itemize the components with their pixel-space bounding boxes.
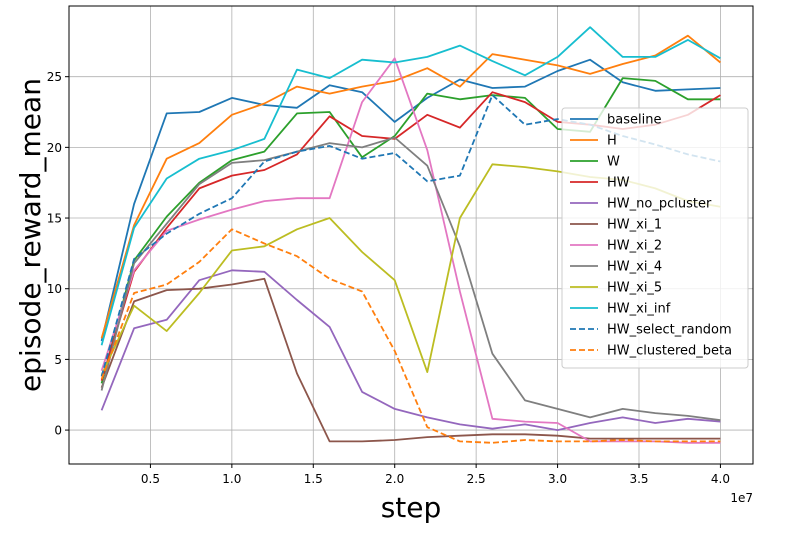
legend-label: W [607, 155, 620, 170]
x-tick-label: 2.0 [385, 472, 404, 486]
x-tick-label: 0.5 [141, 472, 160, 486]
y-tick-label: 10 [47, 282, 62, 296]
legend-label: baseline [607, 113, 661, 128]
y-axis-title: episode_reward_mean [14, 78, 47, 392]
x-tick-label: 3.0 [548, 472, 567, 486]
x-offset-label: 1e7 [730, 491, 753, 505]
x-tick-label: 3.5 [629, 472, 648, 486]
series-line-h [100, 34, 721, 339]
series-line-hw-xi-1 [100, 277, 721, 443]
series-line-hw-xi-2 [100, 57, 721, 444]
y-tick-label: 20 [47, 141, 62, 155]
legend: baseline HW HW HW_no_pcluster HW_xi_1 HW_xi_2… [561, 107, 749, 369]
legend-label: HW_xi_inf [607, 302, 671, 317]
x-tick-label: 2.5 [467, 472, 486, 486]
legend-label: HW_xi_4 [607, 260, 662, 275]
x-tick-label: 1.0 [222, 472, 241, 486]
series-line-baseline [100, 58, 721, 342]
plot-frame [68, 5, 754, 465]
series-line-hw-xi-4 [100, 136, 721, 422]
series-line-hw-no-pcluster [100, 269, 721, 432]
legend-label: HW_xi_2 [607, 239, 662, 254]
legend-box [561, 107, 749, 369]
y-tick-label: 5 [54, 353, 62, 367]
legend-label: HW_no_pcluster [607, 197, 712, 212]
legend-label: HW_xi_1 [607, 218, 662, 233]
x-axis-title: step [381, 491, 442, 524]
y-tick-label: 0 [54, 424, 62, 438]
legend-label: HW_select_random [607, 323, 732, 338]
x-tick-label: 1.5 [304, 472, 323, 486]
legend-label: HW_xi_5 [607, 281, 662, 296]
legend-label: HW [607, 176, 630, 191]
series-line-hw-clustered-beta [100, 228, 721, 444]
y-tick-label: 25 [47, 70, 62, 84]
legend-label: HW_clustered_beta [607, 344, 732, 359]
y-tick-label: 15 [47, 212, 62, 226]
series-line-hw-xi-inf [100, 26, 721, 346]
x-tick-label: 4.0 [711, 472, 730, 486]
axis-ticks: 0.5 1.0 1.5 2.0 2.5 3.0 3.5 4.0 0 5 10 15 20 25 [47, 70, 730, 486]
series-line-w [100, 77, 721, 384]
legend-label: H [607, 134, 617, 149]
